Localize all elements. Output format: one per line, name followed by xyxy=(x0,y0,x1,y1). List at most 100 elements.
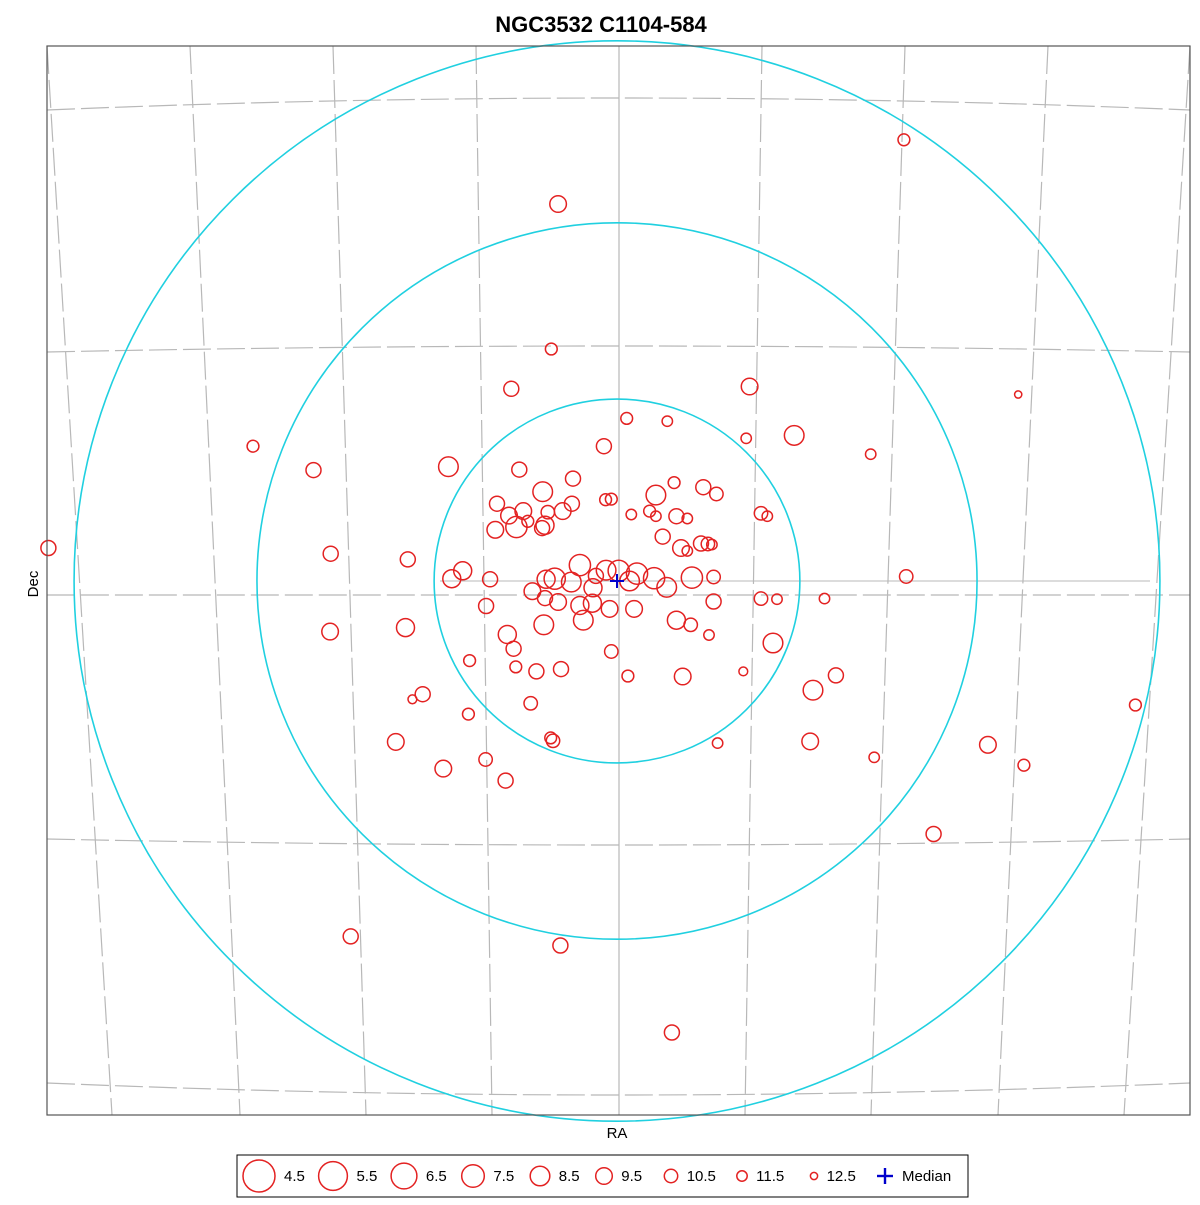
ra-grid-line xyxy=(189,45,241,1116)
star-marker xyxy=(552,937,569,954)
star-marker xyxy=(462,653,477,668)
star-marker xyxy=(898,569,914,584)
star-marker xyxy=(395,617,416,638)
radius-rings xyxy=(73,40,1161,1122)
star-marker xyxy=(706,569,722,585)
star-marker xyxy=(1017,758,1031,772)
star-marker xyxy=(711,737,724,750)
legend-box xyxy=(236,1154,969,1198)
legend-marker xyxy=(594,1166,614,1186)
star-marker xyxy=(536,569,556,590)
x-axis-label: RA xyxy=(607,1125,628,1142)
star-marker xyxy=(604,492,618,506)
star-marker xyxy=(545,733,561,749)
star-marker xyxy=(681,512,694,525)
star-marker xyxy=(673,667,692,686)
star-marker xyxy=(625,562,649,585)
star-marker xyxy=(521,514,535,528)
legend-marker xyxy=(460,1163,486,1189)
chart-title: NGC3532 C1104-584 xyxy=(495,12,707,37)
y-axis-label: Dec xyxy=(25,570,42,597)
legend-label: 5.5 xyxy=(356,1168,377,1185)
star-marker xyxy=(497,772,514,789)
star-marker xyxy=(1128,698,1143,712)
star-marker xyxy=(680,566,704,589)
star-marker xyxy=(528,663,545,680)
star-marker xyxy=(544,342,558,356)
star-marker xyxy=(762,632,784,654)
star-marker xyxy=(434,759,453,778)
star-marker xyxy=(532,481,554,503)
star-marker xyxy=(695,478,712,496)
star-marker xyxy=(671,538,691,558)
star-marker xyxy=(499,506,519,525)
star-marker xyxy=(753,591,769,607)
star-marker xyxy=(625,508,638,521)
star-marker xyxy=(598,493,613,507)
star-marker xyxy=(321,622,340,641)
legend-label: 4.5 xyxy=(284,1168,305,1185)
star-marker xyxy=(700,536,716,552)
star-marker xyxy=(761,510,774,523)
star-marker xyxy=(536,589,554,607)
star-marker xyxy=(437,456,459,478)
legend-marker xyxy=(317,1160,349,1192)
star-marker xyxy=(587,567,605,585)
star-marker xyxy=(478,752,494,767)
legend-label: 9.5 xyxy=(621,1168,642,1185)
star-marker xyxy=(386,732,405,751)
legend-label: 7.5 xyxy=(493,1168,514,1185)
star-marker xyxy=(621,669,635,683)
dec-grid-line xyxy=(46,97,1191,111)
star-marker xyxy=(40,539,57,557)
star-marker xyxy=(740,432,753,445)
star-marker xyxy=(505,640,522,657)
star-marker xyxy=(572,609,594,631)
legend-label: 8.5 xyxy=(559,1168,580,1185)
star-marker xyxy=(533,519,551,537)
star-marker xyxy=(656,576,678,598)
star-marker xyxy=(549,592,568,612)
star-marker xyxy=(523,695,539,711)
star-marker xyxy=(486,520,505,539)
legend-marker xyxy=(242,1159,276,1193)
star-marker xyxy=(692,535,710,552)
star-marker xyxy=(246,439,260,453)
star-marker xyxy=(649,510,662,523)
star-marker xyxy=(925,825,942,843)
star-marker xyxy=(442,568,462,589)
star-marker xyxy=(583,578,603,598)
star-marker xyxy=(1013,390,1023,399)
star-marker xyxy=(705,593,722,610)
star-marker xyxy=(414,685,431,703)
star-marker xyxy=(342,928,359,945)
legend-label: 11.5 xyxy=(756,1168,784,1185)
ra-grid-line xyxy=(332,45,367,1116)
star-marker xyxy=(511,461,528,478)
star-marker xyxy=(661,415,674,428)
star-marker xyxy=(568,553,592,577)
legend-marker xyxy=(663,1168,679,1184)
star-marker xyxy=(801,732,820,751)
star-marker xyxy=(738,666,749,677)
star-marker xyxy=(595,559,617,581)
star-marker xyxy=(667,475,681,490)
legend-marker xyxy=(529,1165,551,1187)
star-marker xyxy=(560,571,582,593)
star-marker xyxy=(668,507,685,525)
star-marker xyxy=(868,751,881,764)
star-marker xyxy=(600,599,619,618)
star-markers xyxy=(40,133,1143,1041)
median-marker xyxy=(610,574,624,588)
star-marker xyxy=(503,380,520,398)
star-marker xyxy=(802,679,824,701)
star-marker xyxy=(753,505,769,521)
star-marker xyxy=(978,735,997,754)
star-marker xyxy=(488,495,506,512)
star-marker xyxy=(827,667,845,684)
dec-grid-line xyxy=(46,1082,1191,1096)
star-marker xyxy=(864,448,877,461)
star-marker xyxy=(322,545,339,562)
ra-grid-line xyxy=(46,45,113,1116)
